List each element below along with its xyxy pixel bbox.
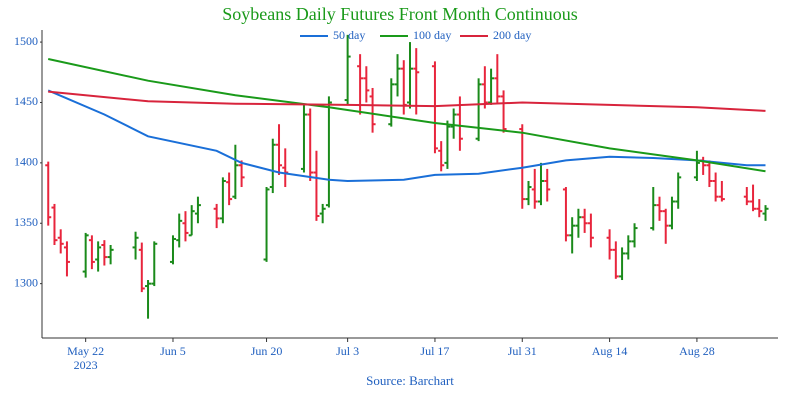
moving-average-line	[47, 58, 766, 173]
x-tick-label: Jul 3	[336, 344, 360, 358]
x-tick-label: Aug 28	[679, 344, 715, 358]
moving-average-line	[47, 89, 766, 183]
moving-average-line	[48, 90, 766, 112]
x-tick-label: Jun 20	[250, 344, 283, 358]
y-tick-label: 1400	[14, 155, 38, 169]
x-tick-label: Jun 5	[160, 344, 186, 358]
y-tick-label: 1350	[14, 215, 38, 229]
x-tick-label: Jul 31	[507, 344, 537, 358]
source-note: Source: Barchart	[366, 373, 454, 388]
y-tick-label: 1300	[14, 275, 38, 289]
legend-label: 100 day	[413, 28, 451, 42]
x-tick-label: Aug 14	[591, 344, 628, 358]
y-tick-label: 1500	[14, 34, 38, 48]
legend-label: 200 day	[493, 28, 531, 42]
y-tick-label: 1450	[14, 94, 38, 108]
legend-label: 50 day	[333, 28, 365, 42]
x-tick-label: May 22 2023	[67, 344, 105, 372]
x-tick-label: Jul 17	[420, 344, 450, 358]
chart-title: Soybeans Daily Futures Front Month Conti…	[222, 4, 578, 24]
